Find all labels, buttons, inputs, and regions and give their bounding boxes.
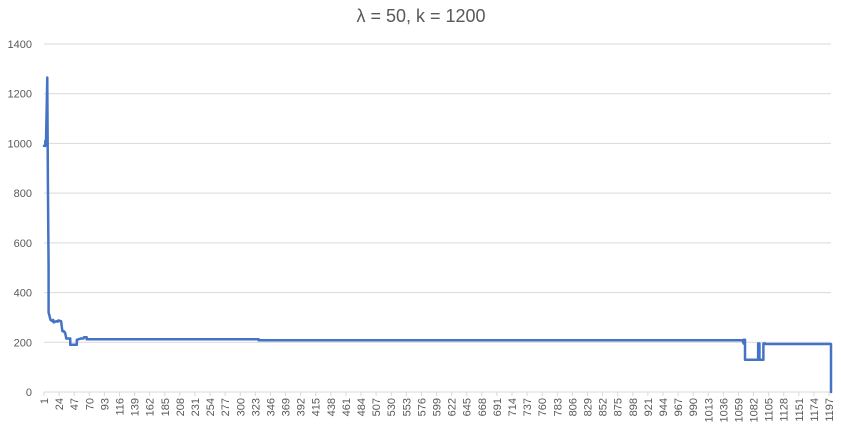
y-tick-label: 800 [14, 188, 32, 200]
x-tick-label: 1197 [824, 398, 836, 422]
x-tick-label: 553 [401, 398, 413, 416]
x-tick-label: 415 [311, 398, 323, 416]
x-tick-label: 852 [598, 398, 610, 416]
x-tick-label: 438 [326, 398, 338, 416]
x-tick-label: 599 [432, 398, 444, 416]
series-layer [42, 76, 833, 394]
x-tick-label: 944 [658, 398, 670, 416]
x-tick-label: 24 [54, 398, 66, 410]
x-tick-label: 93 [99, 398, 111, 410]
x-tick-label: 185 [160, 398, 172, 416]
x-tick-label: 1059 [733, 398, 745, 422]
x-tick-label: 461 [341, 398, 353, 416]
y-tick-label: 1000 [8, 138, 32, 150]
y-tick-label: 1400 [8, 39, 32, 51]
x-tick-label: 392 [296, 398, 308, 416]
x-tick-label: 806 [567, 398, 579, 416]
x-tick-label: 1 [39, 398, 51, 404]
x-tick-label: 1036 [718, 398, 730, 422]
gridlines [44, 43, 831, 343]
x-tick-label: 116 [114, 398, 126, 416]
x-tick-label: 898 [628, 398, 640, 416]
y-axis: 0 200 400 600 800 1000 1200 1400 [8, 39, 32, 399]
x-tick-label: 369 [281, 398, 293, 416]
x-tick-label: 47 [69, 398, 81, 410]
x-tick-label: 507 [371, 398, 383, 416]
x-tick-label: 691 [492, 398, 504, 416]
x-tick-label: 783 [552, 398, 564, 416]
y-tick-label: 0 [26, 387, 32, 399]
x-tick-label: 1105 [764, 398, 776, 422]
y-tick-label: 400 [14, 288, 32, 300]
x-tick-label: 70 [84, 398, 96, 410]
x-tick-label: 484 [356, 398, 368, 416]
x-tick-label: 254 [205, 398, 217, 416]
x-tick-label: 323 [250, 398, 262, 416]
x-tick-label: 829 [582, 398, 594, 416]
x-tick-label: 300 [235, 398, 247, 416]
x-tick-label: 990 [688, 398, 700, 416]
x-tick-label: 1151 [794, 398, 806, 422]
x-tick-label: 714 [507, 398, 519, 416]
x-tick-label: 576 [416, 398, 428, 416]
x-tick-label: 1128 [779, 398, 791, 422]
x-tick-label: 530 [386, 398, 398, 416]
x-tick-label: 231 [190, 398, 202, 416]
x-tick-label: 622 [447, 398, 459, 416]
x-tick-label: 668 [477, 398, 489, 416]
chart-title: λ = 50, k = 1200 [356, 6, 485, 26]
x-tick-label: 967 [673, 398, 685, 416]
x-tick-label: 162 [145, 398, 157, 416]
x-tick-label: 921 [643, 398, 655, 416]
x-tick-label: 208 [175, 398, 187, 416]
y-tick-label: 200 [14, 337, 32, 349]
y-tick-label: 1200 [8, 89, 32, 101]
x-tick-label: 1174 [809, 398, 821, 422]
x-tick-label: 1013 [703, 398, 715, 422]
series-line [42, 76, 833, 394]
x-tick-label: 139 [130, 398, 142, 416]
x-axis: 1 24 47 70 93 116 139 162 185 208 231 254 277 300 323 3… [39, 391, 836, 422]
x-tick-label: 346 [265, 398, 277, 416]
x-tick-label: 760 [537, 398, 549, 416]
x-tick-label: 875 [613, 398, 625, 416]
x-tick-label: 737 [522, 398, 534, 416]
y-tick-label: 600 [14, 238, 32, 250]
x-tick-label: 277 [220, 398, 232, 416]
x-tick-label: 1082 [749, 398, 761, 422]
x-tick-label: 645 [462, 398, 474, 416]
